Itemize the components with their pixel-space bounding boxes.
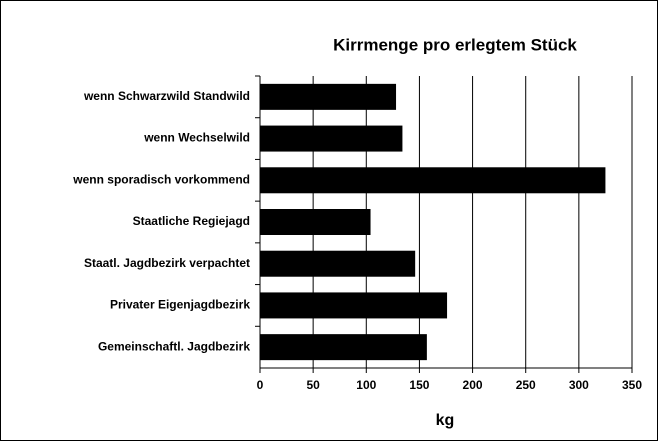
bar [260,334,427,361]
x-tick-label: 250 [516,378,536,392]
y-tick-label: Staatliche Regiejagd [133,214,250,228]
bar [260,250,416,277]
x-tick-label: 200 [463,378,483,392]
x-tick-label: 150 [409,378,429,392]
y-tick-label: wenn Schwarzwild Standwild [83,89,250,103]
bar [260,167,606,194]
x-tick-label: 50 [306,378,320,392]
x-tick-label: 0 [257,378,264,392]
bar [260,83,397,110]
y-tick-label: wenn Wechselwild [143,131,250,145]
x-tick-label: 300 [569,378,589,392]
x-tick-label: 350 [622,378,642,392]
bar [260,125,403,152]
bar [260,292,448,319]
y-tick-label: Privater Eigenjagdbezirk [110,298,250,312]
y-tick-label: Gemeinschaftl. Jagdbezirk [98,339,250,353]
chart-title: Kirrmenge pro erlegtem Stück [333,35,577,54]
x-axis-label: kg [436,412,455,429]
x-tick-label: 100 [356,378,376,392]
y-tick-label: wenn sporadisch vorkommend [72,172,250,186]
bar [260,209,371,235]
y-tick-label: Staatl. Jagdbezirk verpachtet [84,256,250,270]
